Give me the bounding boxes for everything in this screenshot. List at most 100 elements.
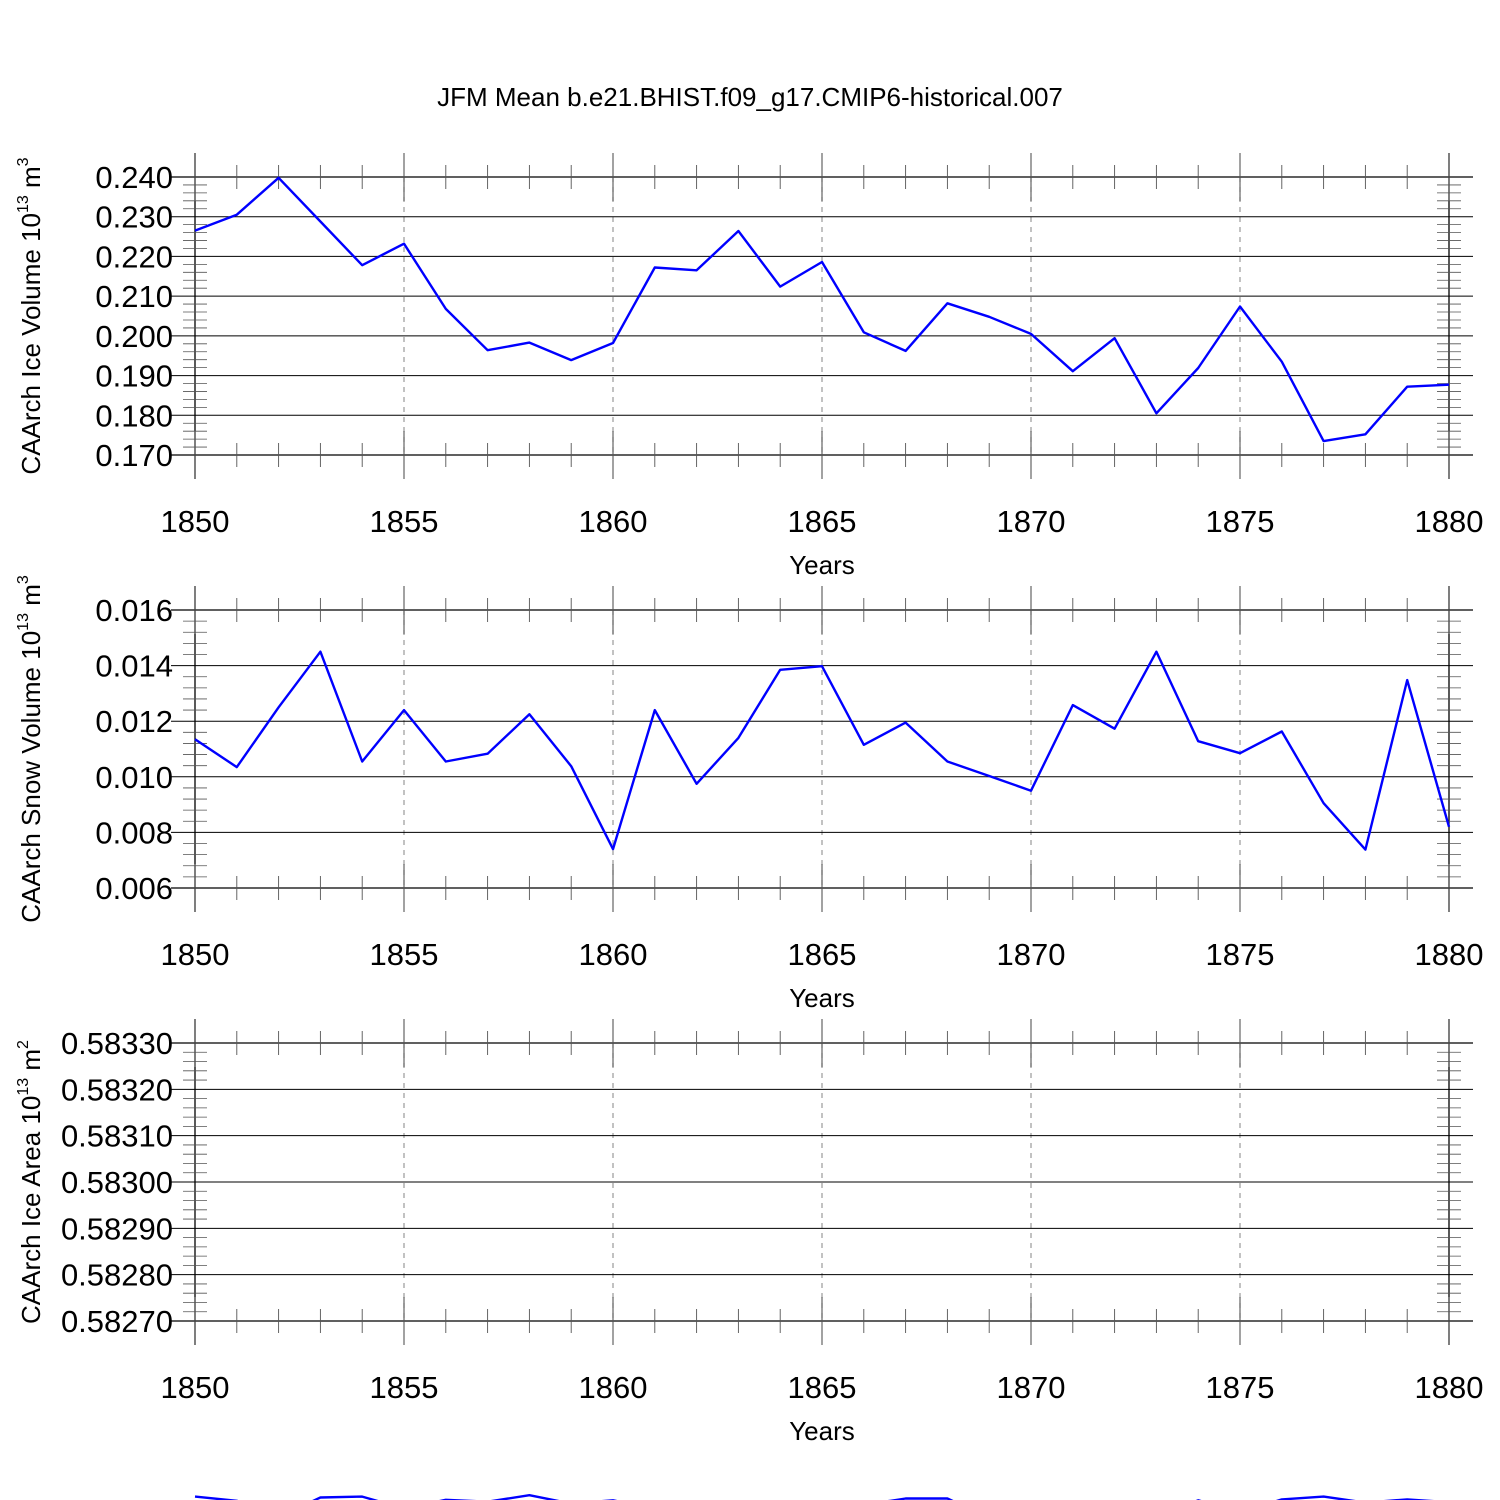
data-point [318,219,322,223]
data-point [945,301,949,305]
data-point [569,764,573,768]
y-axis-label: CAArch Ice Volume 1013 m3 [15,157,46,474]
x-tick-label: 1855 [370,937,439,972]
series-line [194,176,1450,443]
x-tick-label: 1870 [997,504,1066,539]
x-axis-label: Years [789,550,855,580]
x-tick-label: 1870 [997,1370,1066,1405]
data-point [402,708,406,712]
x-axis-label: Years [789,983,855,1013]
x-axis-label: Years [789,1416,855,1446]
data-point [1447,383,1451,387]
data-point [1363,432,1367,436]
x-tick-label: 1860 [579,1370,648,1405]
data-point [277,176,281,180]
x-tick-label: 1860 [579,504,648,539]
x-tick-label: 1850 [161,1370,230,1405]
data-point [277,705,281,709]
data-point [695,268,699,272]
y-tick-label: 0.58270 [61,1304,173,1339]
y-axis-label: CAArch Ice Area 1013 m2 [15,1040,46,1324]
data-point [193,1495,197,1499]
data-point [318,650,322,654]
panel-1: 0.170 0.180 0.190 0.200 0.210 0.220 0.230 0.240… [15,153,1483,580]
y-tick-label: 0.008 [95,815,173,850]
data-point [778,668,782,672]
x-tick-label: 1880 [1415,937,1484,972]
data-point [820,260,824,264]
x-tick-label: 1875 [1206,1370,1275,1405]
data-point [1071,703,1075,707]
x-tick-label: 1865 [788,504,857,539]
data-point [360,1495,364,1499]
data-point [402,242,406,246]
x-tick-label: 1875 [1206,504,1275,539]
y-tick-label: 0.200 [95,319,173,354]
x-tick-label: 1865 [788,937,857,972]
y-tick-label: 0.240 [95,160,173,195]
y-tick-label: 0.016 [95,593,173,628]
x-tick-label: 1875 [1206,937,1275,972]
data-point [820,664,824,668]
data-point [778,285,782,289]
data-point [1113,727,1117,731]
data-point [653,266,657,270]
x-tick-label: 1880 [1415,1370,1484,1405]
data-point [1196,739,1200,743]
y-tick-label: 0.010 [95,760,173,795]
data-point [987,774,991,778]
data-point [1029,332,1033,336]
data-point [736,229,740,233]
y-axis-label: CAArch Snow Volume 1013 m3 [15,575,46,923]
y-tick-label: 0.190 [95,359,173,394]
data-point [904,1496,908,1500]
y-tick-label: 0.230 [95,200,173,235]
x-tick-label: 1860 [579,937,648,972]
data-point [611,341,615,345]
data-point [1447,825,1451,829]
x-tick-label: 1870 [997,937,1066,972]
x-tick-label: 1880 [1415,504,1484,539]
data-point [653,708,657,712]
data-point [1196,366,1200,370]
y-tick-label: 0.210 [95,279,173,314]
y-tick-label: 0.014 [95,649,173,684]
data-point [1154,650,1158,654]
data-point [360,760,364,764]
data-point [360,263,364,267]
data-point [904,349,908,353]
data-point [611,847,615,851]
data-point [1405,678,1409,682]
y-tick-label: 0.180 [95,398,173,433]
data-point [235,765,239,769]
data-point [1322,801,1326,805]
x-tick-label: 1865 [788,1370,857,1405]
x-tick-label: 1850 [161,937,230,972]
data-point [486,348,490,352]
data-point [1071,369,1075,373]
data-point [486,752,490,756]
x-tick-label: 1850 [161,504,230,539]
x-tick-label: 1855 [370,504,439,539]
data-point [695,782,699,786]
y-tick-label: 0.58300 [61,1165,173,1200]
data-point [1322,1495,1326,1499]
data-point [1405,385,1409,389]
panel-2: 0.006 0.008 0.010 0.012 0.014 0.016 1850 1855 18… [15,575,1483,1013]
data-point [527,712,531,716]
y-tick-label: 0.58320 [61,1072,173,1107]
y-tick-label: 0.58330 [61,1026,173,1061]
panel-3: 0.58270 0.58280 0.58290 0.58300 0.58310 0.583… [15,1019,1483,1500]
y-tick-label: 0.006 [95,871,173,906]
data-point [193,737,197,741]
y-tick-label: 0.58280 [61,1258,173,1293]
data-point [1154,411,1158,415]
data-point [1113,336,1117,340]
data-point [1029,789,1033,793]
data-point [1280,729,1284,733]
data-point [945,1496,949,1500]
panels: 0.170 0.180 0.190 0.200 0.210 0.220 0.230 0.240… [15,153,1483,1500]
y-tick-label: 0.170 [95,438,173,473]
data-point [1363,848,1367,852]
